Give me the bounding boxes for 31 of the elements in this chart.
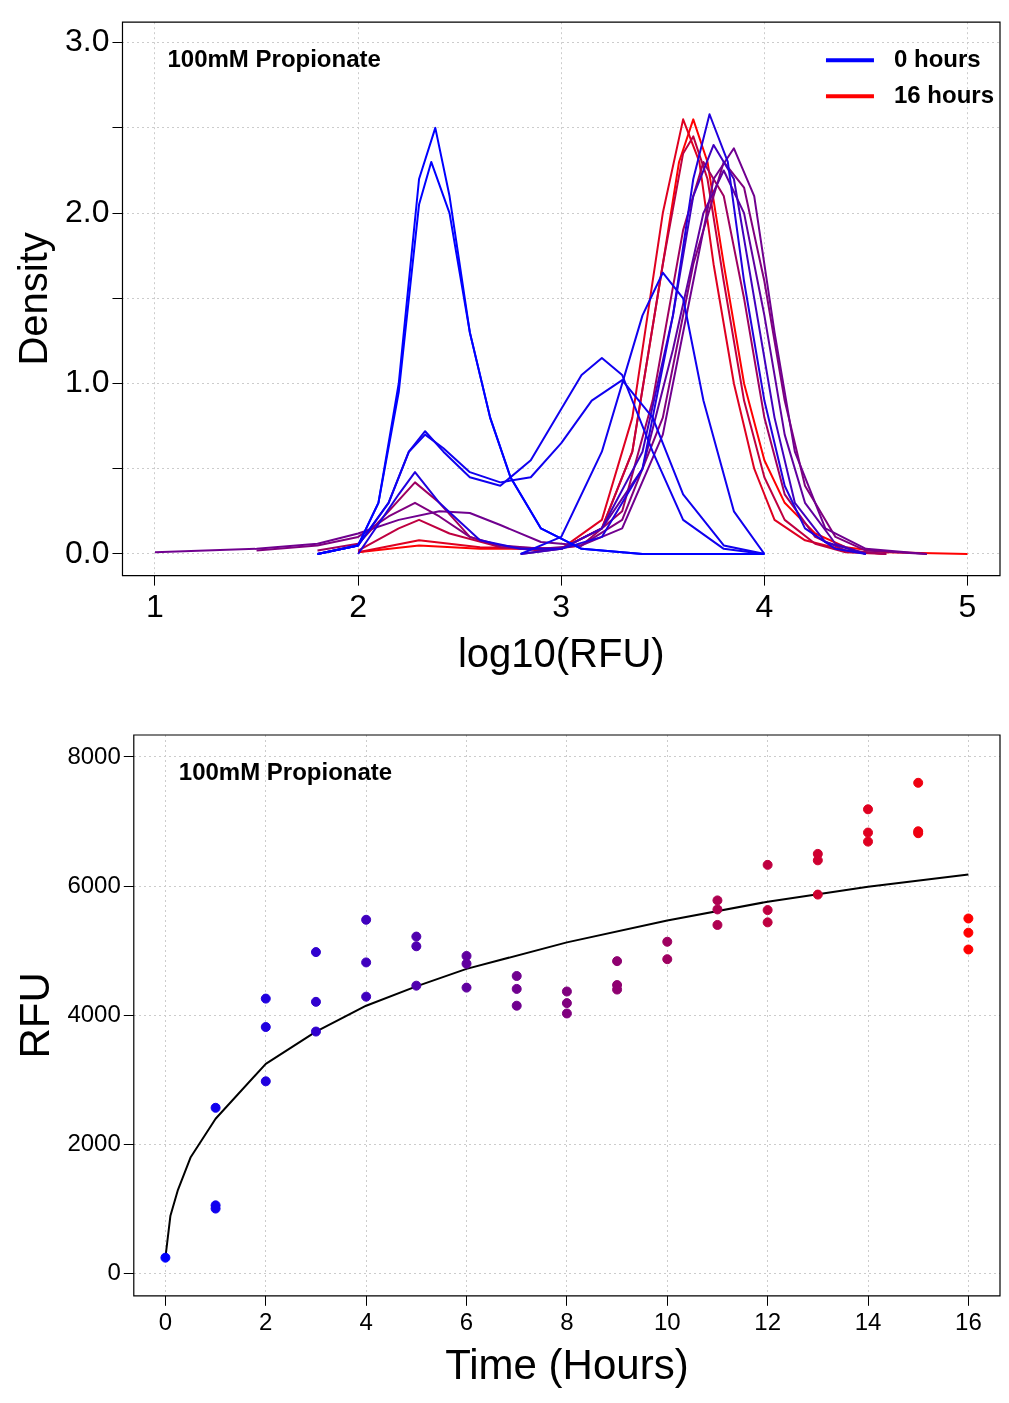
legend-label: 16 hours <box>893 80 994 108</box>
y-tick-label: 2.0 <box>65 192 110 229</box>
y-tick-label: 0 <box>107 1258 121 1286</box>
x-tick-label: 6 <box>459 1307 474 1335</box>
y-tick-label: 1.0 <box>65 363 110 400</box>
y-tick-label: 3.0 <box>65 22 110 59</box>
x-tick-label: 2 <box>259 1307 273 1335</box>
x-tick-label: 2 <box>349 587 368 624</box>
y-tick-label: 0.0 <box>65 533 110 570</box>
x-tick-label: 16 <box>955 1307 982 1335</box>
x-axis-title: Time (Hours) <box>445 1341 689 1389</box>
x-tick-label: 4 <box>755 587 774 624</box>
x-tick-label: 5 <box>958 587 977 624</box>
y-tick-label: 2000 <box>67 1129 121 1157</box>
x-tick-label: 4 <box>359 1307 373 1335</box>
y-tick-label: 6000 <box>67 870 121 898</box>
y-axis-title: RFU <box>10 972 58 1059</box>
text: 100mM Propionate <box>167 44 381 72</box>
legend-label: 0 hours <box>893 44 981 72</box>
x-tick-label: 1 <box>146 587 164 624</box>
x-tick-label: 8 <box>560 1307 574 1335</box>
x-tick-label: 3 <box>552 587 571 624</box>
x-tick-label: 0 <box>158 1307 173 1335</box>
y-tick-label: 8000 <box>67 741 121 769</box>
text: 100mM Propionate <box>178 757 393 785</box>
x-tick-label: 12 <box>754 1307 781 1335</box>
x-tick-label: 14 <box>854 1307 882 1335</box>
y-tick-label: 4000 <box>67 1000 121 1028</box>
x-tick-label: 10 <box>653 1307 681 1335</box>
x-axis-title: log10(RFU) <box>457 631 665 676</box>
y-axis-title: Density <box>11 232 56 366</box>
